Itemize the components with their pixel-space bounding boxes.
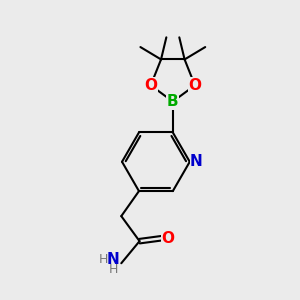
Text: H: H (108, 263, 118, 276)
Text: N: N (190, 154, 203, 169)
Text: H: H (98, 253, 108, 266)
Text: N: N (107, 252, 119, 267)
Text: O: O (144, 78, 157, 93)
Text: O: O (162, 231, 175, 246)
Text: B: B (167, 94, 178, 109)
Text: O: O (188, 78, 201, 93)
